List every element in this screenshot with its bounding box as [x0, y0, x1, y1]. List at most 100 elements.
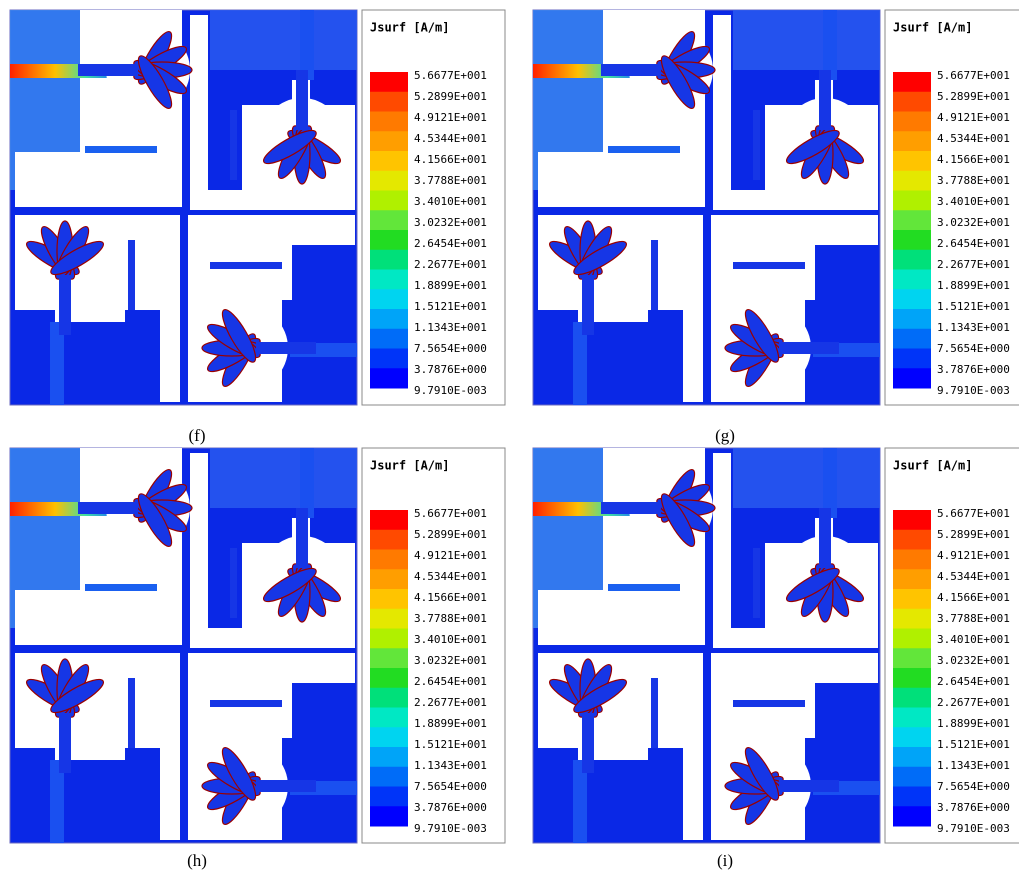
legend-label: 3.0232E+001: [937, 216, 1010, 229]
legend-label: 4.5344E+001: [937, 132, 1010, 145]
legend-label: 7.5654E+000: [414, 780, 487, 793]
arm: [230, 110, 237, 180]
legend-swatch: [893, 368, 931, 388]
legend-label: 4.5344E+001: [414, 570, 487, 583]
legend-swatch: [893, 668, 931, 688]
field-image: [10, 448, 357, 843]
legend-swatch: [893, 131, 931, 151]
legend-label: 5.6677E+001: [937, 507, 1010, 520]
arm: [733, 700, 805, 707]
arm: [210, 700, 282, 707]
field-light: [733, 448, 880, 508]
arm: [128, 678, 135, 748]
stem: [779, 780, 839, 792]
legend: Jsurf [A/m]5.6677E+0015.2899E+0014.9121E…: [362, 448, 505, 843]
legend-swatch: [370, 250, 408, 270]
legend-swatch: [893, 708, 931, 728]
legend: Jsurf [A/m]5.6677E+0015.2899E+0014.9121E…: [885, 10, 1019, 405]
legend-swatch: [893, 609, 931, 629]
legend-swatch: [893, 270, 931, 290]
stem: [779, 342, 839, 354]
feed-line: [823, 10, 837, 80]
stem: [59, 713, 71, 773]
legend-swatch: [370, 289, 408, 309]
legend-label: 4.5344E+001: [414, 132, 487, 145]
arm: [651, 678, 658, 748]
legend-swatch: [893, 289, 931, 309]
legend-title: Jsurf [A/m]: [893, 459, 972, 473]
legend-swatch: [370, 589, 408, 609]
legend-label: 1.8899E+001: [414, 279, 487, 292]
legend-label: 1.1343E+001: [937, 759, 1010, 772]
arm: [753, 548, 760, 618]
legend-label: 4.9121E+001: [414, 549, 487, 562]
legend-swatch: [370, 329, 408, 349]
arm: [128, 240, 135, 310]
legend-label: 5.2899E+001: [937, 528, 1010, 541]
legend-swatch: [893, 550, 931, 570]
legend-swatch: [893, 767, 931, 787]
arm: [230, 548, 237, 618]
legend-swatch: [893, 747, 931, 767]
legend-label: 1.5121E+001: [414, 300, 487, 313]
legend-swatch: [893, 72, 931, 92]
arm: [210, 262, 282, 269]
legend-swatch: [893, 629, 931, 649]
stem: [256, 780, 316, 792]
legend-title: Jsurf [A/m]: [370, 459, 449, 473]
legend-swatch: [370, 668, 408, 688]
legend-label: 9.7910E-003: [414, 822, 487, 835]
legend-label: 5.2899E+001: [414, 90, 487, 103]
legend-label: 3.4010E+001: [414, 633, 487, 646]
legend-label: 1.5121E+001: [937, 300, 1010, 313]
legend-label: 1.8899E+001: [937, 717, 1010, 730]
legend-swatch: [370, 191, 408, 211]
legend-label: 1.5121E+001: [937, 738, 1010, 751]
stem: [78, 64, 138, 76]
legend-label: 2.2677E+001: [414, 696, 487, 709]
legend-label: 7.5654E+000: [414, 342, 487, 355]
legend-label: 3.7788E+001: [937, 174, 1010, 187]
arm: [733, 262, 805, 269]
legend-swatch: [893, 349, 931, 369]
legend-label: 2.6454E+001: [937, 237, 1010, 250]
legend-label: 4.5344E+001: [937, 570, 1010, 583]
legend-label: 4.9121E+001: [937, 111, 1010, 124]
stem: [256, 342, 316, 354]
field-image: [533, 448, 880, 843]
legend-swatch: [893, 309, 931, 329]
stem: [819, 70, 831, 130]
legend-label: 5.6677E+001: [414, 69, 487, 82]
legend: Jsurf [A/m]5.6677E+0015.2899E+0014.9121E…: [362, 10, 505, 405]
legend-label: 1.8899E+001: [414, 717, 487, 730]
legend-swatch: [893, 210, 931, 230]
stem: [78, 502, 138, 514]
legend-swatch: [370, 747, 408, 767]
legend-label: 3.4010E+001: [937, 633, 1010, 646]
legend-label: 2.2677E+001: [937, 258, 1010, 271]
legend-swatch: [893, 171, 931, 191]
legend-label: 3.7788E+001: [937, 612, 1010, 625]
legend-label: 2.6454E+001: [414, 675, 487, 688]
legend-label: 3.7876E+000: [414, 363, 487, 376]
legend-label: 4.1566E+001: [937, 591, 1010, 604]
legend-swatch: [370, 510, 408, 530]
legend-label: 3.0232E+001: [937, 654, 1010, 667]
legend-label: 4.1566E+001: [414, 153, 487, 166]
legend-swatch: [370, 368, 408, 388]
legend-label: 5.6677E+001: [414, 507, 487, 520]
legend-label: 1.1343E+001: [414, 321, 487, 334]
legend-label: 1.1343E+001: [414, 759, 487, 772]
legend-swatch: [893, 112, 931, 132]
legend-label: 3.0232E+001: [414, 654, 487, 667]
legend-label: 3.4010E+001: [937, 195, 1010, 208]
figure: Jsurf [A/m] 5.6677E+001 5.2899E+001 4.9121E…: [0, 0, 1019, 881]
legend-label: 3.7876E+000: [937, 363, 1010, 376]
legend-swatch: [370, 92, 408, 112]
panel-caption: (g): [715, 426, 735, 445]
legend-label: 1.5121E+001: [414, 738, 487, 751]
field-light: [733, 10, 880, 70]
legend-label: 3.7876E+000: [414, 801, 487, 814]
arm: [608, 584, 680, 591]
legend-swatch: [370, 230, 408, 250]
